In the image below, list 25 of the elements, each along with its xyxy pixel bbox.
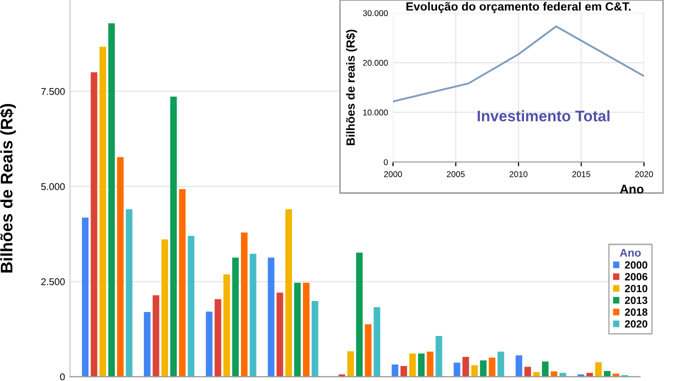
y-axis-title: Bilhões de reais (R$) <box>346 30 358 146</box>
y-tick-label: 0 <box>60 373 65 380</box>
y-tick-label: 0 <box>384 159 388 166</box>
y-tick-label: 2.500 <box>41 278 65 286</box>
x-tick-label: 2015 <box>572 171 590 178</box>
y-tick-label: 10.000 <box>363 110 388 116</box>
x-tick-label: 2010 <box>510 171 528 178</box>
legend-label: 2020 <box>624 320 648 328</box>
x-tick-label: 2020 <box>635 171 653 178</box>
legend-label: 2000 <box>624 261 648 269</box>
legend-label: 2006 <box>624 273 648 280</box>
y-axis-title: Bilhões de Reais (R$) <box>0 104 16 272</box>
y-tick-label: 20.000 <box>363 60 388 66</box>
legend-label: 2010 <box>624 284 648 292</box>
x-axis-title: Ano <box>620 184 644 194</box>
y-tick-label: 7.500 <box>41 88 65 95</box>
legend-title: Ano <box>620 248 641 257</box>
x-tick-label: 2000 <box>384 171 402 178</box>
annotation: Investimento Total <box>478 110 610 122</box>
y-tick-label: 5.000 <box>41 183 65 190</box>
chart-title: Evolução do orçamento federal em C&T. <box>406 2 631 13</box>
legend-label: 2013 <box>624 296 648 304</box>
legend-label: 2018 <box>624 308 648 316</box>
x-tick-label: 2005 <box>446 171 465 178</box>
y-tick-label: 30.000 <box>362 10 388 16</box>
